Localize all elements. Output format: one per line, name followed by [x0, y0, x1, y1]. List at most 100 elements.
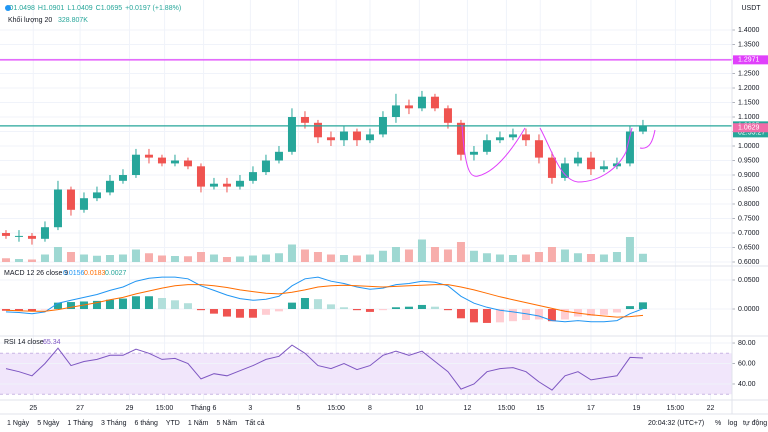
range-button[interactable]: Tất cả	[245, 418, 265, 427]
volume-bar	[430, 247, 439, 262]
macd-histogram-bar	[118, 298, 127, 310]
macd-readout: 0.0183	[84, 270, 106, 277]
legend-item: O1.0498	[8, 5, 35, 12]
candle-body	[79, 198, 88, 210]
volume-bar	[365, 254, 374, 262]
macd-line	[5, 284, 644, 318]
macd-histogram-bar	[66, 302, 75, 310]
x-tick-label: 29	[126, 405, 134, 412]
x-tick-label: 3	[248, 405, 252, 412]
range-button[interactable]: YTD	[166, 420, 180, 427]
macd-histogram-bar	[417, 304, 426, 310]
ohlc-legend: O1.0498 H1.0901 L1.0409 C1.0695 +0.0197 (+1.…	[8, 5, 181, 12]
candle-body	[170, 160, 179, 164]
macd-histogram-bar	[625, 306, 634, 310]
candle-body	[131, 154, 140, 176]
candle-body	[157, 157, 166, 164]
x-tick-label: 25	[29, 405, 37, 412]
x-tick-label: 12	[464, 405, 472, 412]
candle-body	[352, 131, 361, 141]
candle-body	[235, 180, 244, 187]
legend-item: H1.0901	[38, 5, 65, 12]
candle-body	[40, 227, 49, 239]
candle-body	[1, 233, 10, 236]
volume-bar	[27, 259, 36, 262]
volume-bar	[339, 255, 348, 262]
range-button[interactable]: 3 Tháng	[101, 420, 127, 427]
volume-bar	[495, 254, 504, 262]
volume-bar	[14, 259, 23, 262]
legend-item: +0.0197 (+1.88%)	[125, 5, 181, 12]
volume-bar	[547, 247, 556, 262]
volume-bar	[66, 252, 75, 262]
candle-body	[287, 117, 296, 152]
candle-body	[14, 235, 23, 237]
macd-histogram-bar	[274, 309, 283, 312]
x-tick-label: 15	[536, 405, 544, 412]
candle-body	[209, 183, 218, 187]
scale-option[interactable]: log	[728, 420, 737, 427]
range-button[interactable]: 1 Năm	[188, 420, 209, 427]
candle-body	[391, 105, 400, 118]
volume-title: Khối lượng 20	[8, 15, 52, 24]
volume-bar	[157, 255, 166, 262]
volume-bar	[40, 254, 49, 262]
macd-histogram-bar	[27, 309, 36, 312]
macd-histogram-bar	[196, 309, 205, 311]
x-tick-label: Tháng 6	[191, 405, 217, 412]
volume-bar	[586, 254, 595, 262]
candle-body	[144, 154, 153, 158]
range-button[interactable]: 6 tháng	[135, 420, 158, 427]
macd-histogram-bar	[235, 309, 244, 318]
macd-histogram-bar	[313, 299, 322, 310]
volume-bar	[612, 252, 621, 262]
scale-option[interactable]: tự động	[743, 420, 767, 427]
plot	[0, 59, 732, 391]
rsi-band	[0, 353, 732, 395]
volume-bar	[521, 254, 530, 262]
volume-bar	[222, 257, 231, 262]
candle-body	[573, 157, 582, 164]
y-tick-label: 0.0000	[738, 306, 760, 313]
macd-readout: 0.0027	[105, 270, 127, 277]
y-tick-label: 0.9000	[738, 172, 760, 179]
candle-body	[599, 166, 608, 170]
macd-histogram-bar	[105, 299, 114, 310]
scale-option[interactable]: %	[715, 420, 721, 427]
range-button[interactable]: 1 Tháng	[67, 420, 93, 427]
candle-body	[339, 131, 348, 141]
macd-histogram-bar	[261, 309, 270, 315]
macd-histogram-bar	[170, 300, 179, 310]
macd-histogram-bar	[508, 309, 517, 322]
volume-bar	[456, 242, 465, 262]
candle-body	[534, 140, 543, 158]
volume-bar	[573, 253, 582, 262]
volume-bar	[443, 249, 452, 262]
volume-bar	[326, 254, 335, 262]
x-tick-label: 5	[297, 405, 301, 412]
macd-histogram-bar	[599, 309, 608, 315]
candle-body	[66, 189, 75, 210]
macd-histogram-bar	[53, 302, 62, 310]
volume-bar	[638, 253, 647, 262]
y-tick-label: 1.2500	[738, 70, 760, 77]
range-button[interactable]: 5 Ngày	[37, 420, 60, 427]
y-tick-label: 0.7500	[738, 215, 760, 222]
candle-body	[300, 117, 309, 123]
volume-bar	[118, 254, 127, 262]
candle-body	[326, 137, 335, 141]
volume-bar	[599, 254, 608, 262]
range-button[interactable]: 1 Ngày	[7, 420, 30, 427]
volume-bar	[469, 250, 478, 262]
macd-histogram-bar	[300, 297, 309, 310]
handle-drawing	[639, 129, 656, 149]
candle-body	[404, 105, 413, 109]
candle-body	[625, 131, 634, 164]
y-tick-label: 80.00	[738, 340, 756, 347]
range-button[interactable]: 5 Năm	[216, 420, 237, 427]
volume-bar	[209, 254, 218, 262]
x-tick-label: 15:00	[498, 405, 516, 412]
symbol-icon	[5, 5, 11, 11]
